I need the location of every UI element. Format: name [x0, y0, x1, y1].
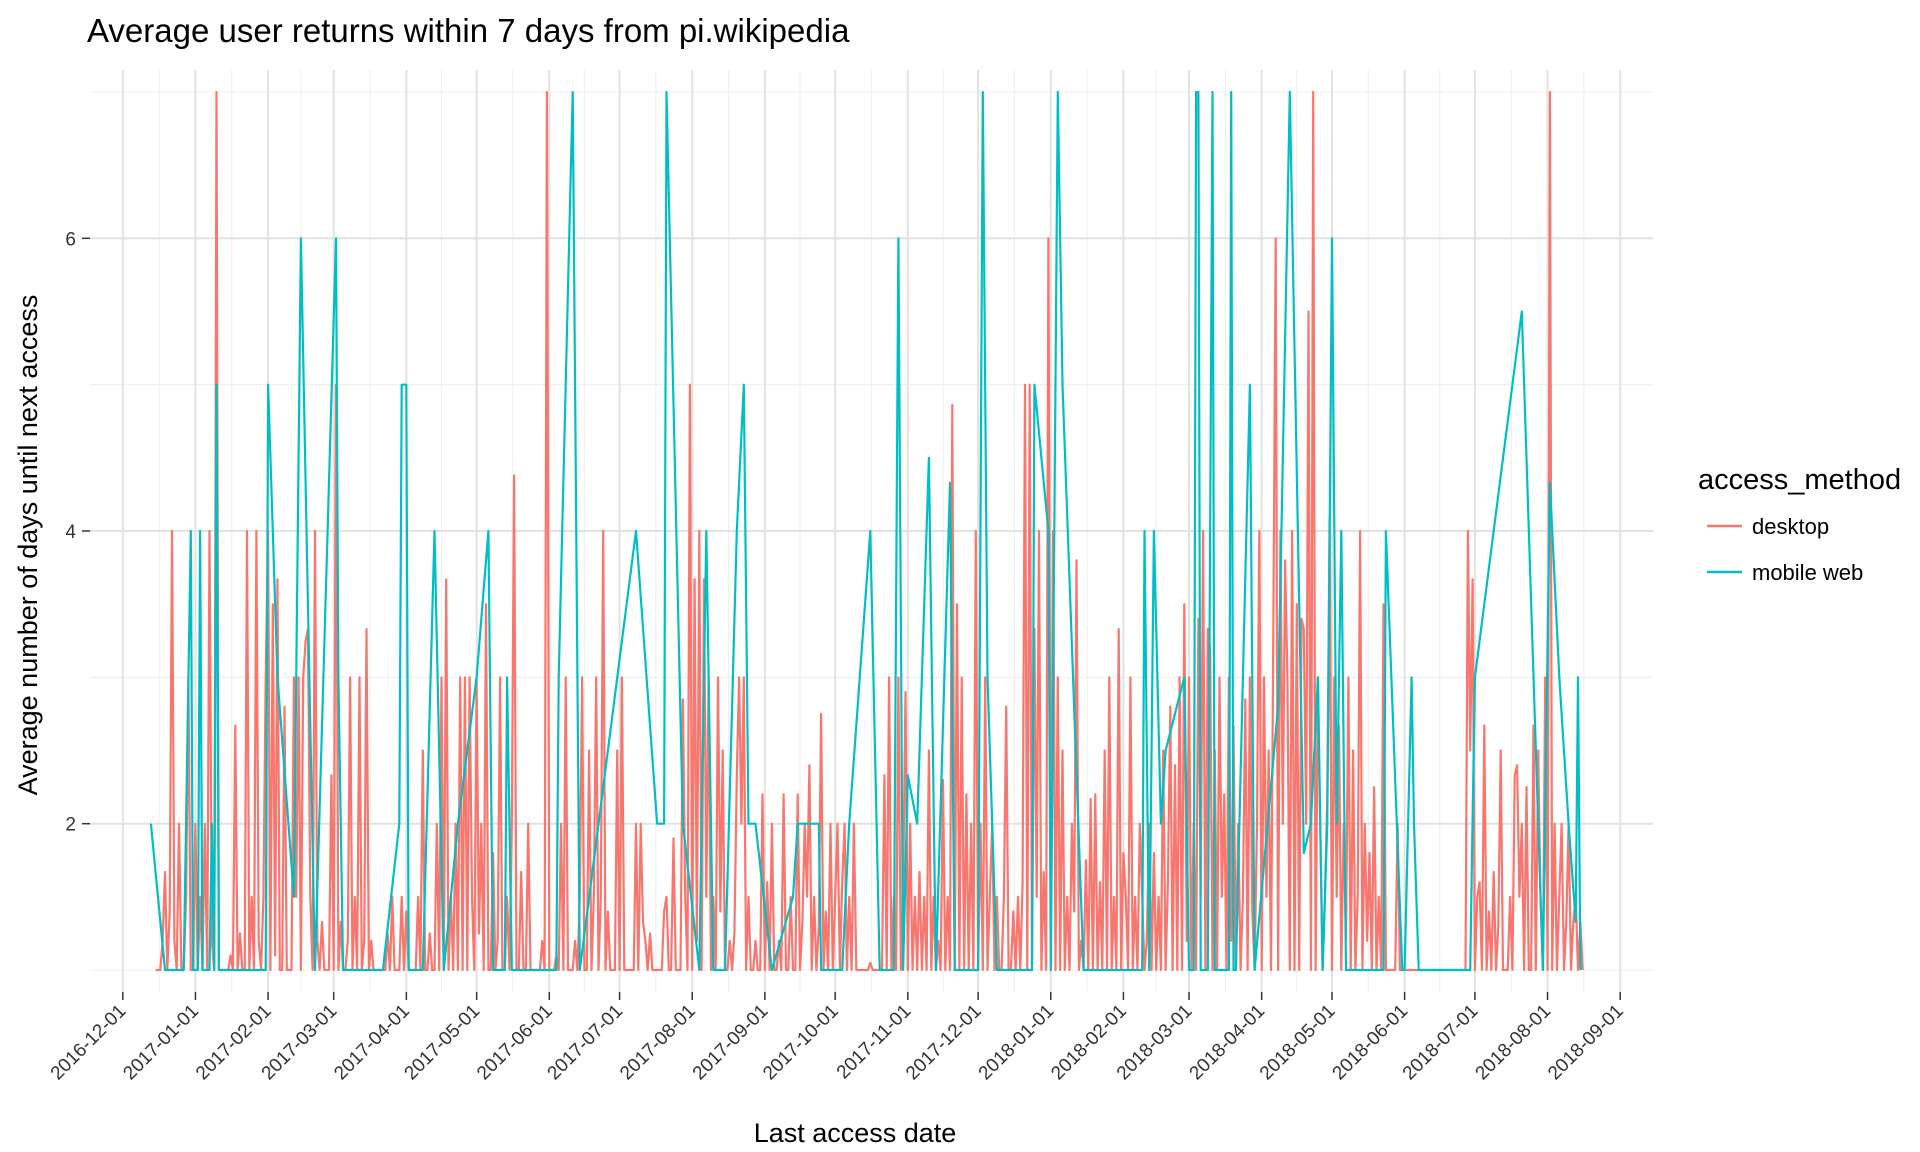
x-tick-label: 2018-01-01: [975, 1001, 1059, 1085]
series-line-mobile-web: [149, 90, 1582, 972]
series-layer: [149, 90, 1584, 972]
x-axis-title: Last access date: [754, 1118, 957, 1148]
grid-layer: [90, 70, 1653, 992]
x-tick-label: 2017-05-01: [401, 1001, 485, 1085]
legend-label-desktop: desktop: [1752, 514, 1829, 539]
x-tick-label: 2018-06-01: [1329, 1001, 1413, 1085]
legend-title: access_method: [1698, 464, 1901, 496]
x-tick-label: 2017-09-01: [689, 1001, 773, 1085]
x-tick-label: 2017-08-01: [616, 1001, 700, 1085]
x-tick-label: 2017-06-01: [473, 1001, 557, 1085]
y-tick-label: 6: [65, 229, 76, 250]
legend-label-mobile-web: mobile web: [1752, 560, 1863, 585]
y-tick-label: 4: [65, 522, 76, 543]
y-tick-labels: 2 4 6: [65, 229, 90, 836]
x-tick-label: 2017-12-01: [902, 1001, 986, 1085]
x-tick-label: 2018-09-01: [1544, 1001, 1628, 1085]
x-tick-label: 2017-01-01: [119, 1001, 203, 1085]
x-tick-label: 2018-04-01: [1186, 1001, 1270, 1085]
x-tick-label: 2016-12-01: [47, 1001, 131, 1085]
x-tick-label: 2018-05-01: [1256, 1001, 1340, 1085]
x-tick-label: 2017-07-01: [544, 1001, 628, 1085]
legend: access_method desktop mobile web: [1698, 464, 1901, 585]
x-tick-label: 2017-04-01: [330, 1001, 414, 1085]
chart-title: Average user returns within 7 days from …: [87, 12, 850, 49]
x-tick-label: 2018-08-01: [1472, 1001, 1556, 1085]
x-tick-label: 2017-10-01: [759, 1001, 843, 1085]
x-tick-labels: 2016-12-012017-01-012017-02-012017-03-01…: [47, 992, 1628, 1084]
y-axis-title: Average number of days until next access: [13, 295, 43, 796]
x-tick-label: 2018-07-01: [1399, 1001, 1483, 1085]
y-tick-label: 2: [65, 815, 76, 836]
